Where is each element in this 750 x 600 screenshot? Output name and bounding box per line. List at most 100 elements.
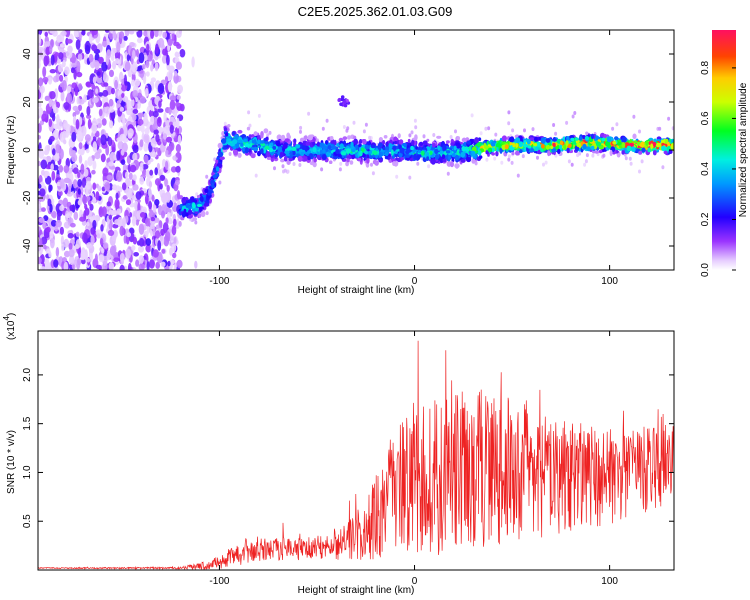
- spectrogram-cell: [77, 171, 81, 179]
- spectrogram-cell: [187, 214, 193, 219]
- spectrogram-cell: [144, 194, 149, 205]
- spectrogram-cell: [137, 202, 141, 213]
- spectrogram-cell: [490, 141, 496, 147]
- spectrogram-cell: [398, 139, 404, 145]
- spectrogram-cell: [638, 169, 641, 174]
- spectrogram-cell: [76, 71, 83, 78]
- spectrogram-cell: [48, 98, 52, 108]
- spectrogram-cell: [101, 248, 105, 254]
- spectrogram-cell: [108, 107, 115, 113]
- spectrogram-cell: [501, 135, 507, 142]
- spectrogram-cell: [88, 33, 93, 44]
- spectrogram-cell: [339, 143, 344, 150]
- spectrogram-cell: [139, 162, 144, 172]
- spectrogram-cell: [49, 91, 56, 100]
- spectrogram-cell: [612, 141, 617, 145]
- spectrogram-cell: [479, 131, 483, 136]
- spectrogram-cell: [411, 139, 415, 146]
- spectrogram-cell: [237, 139, 243, 144]
- spectrogram-cell: [511, 128, 515, 133]
- spectrogram-cell: [94, 152, 101, 160]
- spectrogram-cell: [112, 30, 117, 40]
- spectrogram-cell: [576, 142, 582, 148]
- spectrogram-cell: [86, 221, 90, 227]
- spectrogram-cell: [297, 155, 303, 162]
- spectrogram-cell: [129, 164, 137, 173]
- spectrogram-x-tick-label: -100: [209, 276, 229, 287]
- spectrogram-cell: [155, 134, 160, 143]
- spectrogram-cell: [277, 146, 282, 151]
- spectrogram-cell: [450, 161, 454, 168]
- spectrogram-cell: [98, 206, 104, 218]
- spectrogram-cell: [408, 175, 412, 180]
- spectrogram-cell: [146, 43, 150, 52]
- spectrogram-cell: [128, 30, 135, 35]
- spectrogram-cell: [495, 150, 499, 157]
- spectrogram-cell: [148, 201, 153, 210]
- snr-scale-factor: (x104): [2, 313, 17, 340]
- spectrogram-cell: [283, 156, 288, 162]
- spectrogram-cell: [576, 153, 580, 158]
- spectrogram-cell: [530, 148, 535, 152]
- spectrogram-cell: [51, 211, 57, 219]
- spectrogram-cell: [371, 171, 375, 176]
- spectrogram-cell: [169, 99, 176, 110]
- spectrogram-cell: [138, 255, 144, 264]
- spectrogram-cell: [282, 143, 288, 149]
- spectrogram-cell: [394, 140, 398, 145]
- snr-y-tick-label: 1.0: [22, 465, 33, 479]
- spectrogram-cell: [130, 98, 135, 107]
- spectrogram-cell: [46, 194, 50, 201]
- spectrogram-cell: [45, 226, 51, 233]
- spectrogram-cell: [515, 142, 519, 148]
- spectrogram-cell: [666, 146, 672, 151]
- spectrogram-cell: [158, 30, 162, 37]
- spectrogram-cell: [38, 54, 42, 64]
- spectrogram-cell: [441, 154, 446, 160]
- spectrogram-cell: [98, 108, 103, 117]
- spectrogram-cell: [161, 192, 167, 203]
- spectrogram-cell: [49, 45, 53, 54]
- spectrogram-cell: [280, 134, 286, 142]
- spectrogram-cell: [132, 184, 139, 191]
- spectrogram-cell: [40, 159, 48, 170]
- snr-y-tick-label: 2.0: [22, 368, 33, 382]
- spectrogram-cell: [154, 230, 161, 239]
- spectrogram-y-tick-label: 40: [22, 48, 33, 60]
- spectrogram-cell: [92, 197, 97, 204]
- spectrogram-cell: [98, 56, 104, 64]
- spectrogram-cell: [109, 245, 116, 256]
- spectrogram-x-label: Height of straight line (km): [298, 285, 415, 296]
- spectrogram-cell: [237, 129, 243, 134]
- spectrogram-cell: [374, 161, 378, 166]
- spectrogram-cell: [72, 115, 77, 126]
- spectrogram-cell: [442, 144, 447, 151]
- spectrogram-cell: [132, 109, 139, 114]
- spectrogram-cell: [50, 219, 57, 227]
- spectrogram-y-label: Frequency (Hz): [6, 116, 17, 185]
- spectrogram-cell: [40, 266, 47, 270]
- spectrogram-cell: [540, 143, 545, 149]
- spectrogram-cell: [177, 134, 182, 145]
- spectrogram-cell: [82, 195, 88, 205]
- snr-series-line: [37, 340, 675, 571]
- spectrogram-cell: [419, 141, 424, 146]
- spectrogram-cell: [244, 143, 250, 149]
- spectrogram-cell: [138, 263, 145, 270]
- spectrogram-cell: [235, 142, 240, 149]
- spectrogram-cell: [139, 96, 146, 104]
- spectrogram-cell: [150, 77, 156, 83]
- spectrogram-cell: [592, 150, 596, 154]
- spectrogram-cell: [122, 195, 128, 200]
- spectrogram-cell: [77, 188, 81, 195]
- spectrogram-cell: [156, 116, 162, 128]
- spectrogram-cell: [515, 150, 520, 156]
- spectrogram-cell: [145, 238, 152, 246]
- spectrogram-cell: [116, 171, 123, 182]
- spectrogram-cell: [629, 161, 633, 166]
- spectrogram-cell: [75, 39, 81, 50]
- spectrogram-cell: [375, 153, 378, 159]
- spectrogram-cell: [130, 79, 136, 87]
- spectrogram-cell: [162, 48, 167, 56]
- spectrogram-cell: [136, 30, 143, 38]
